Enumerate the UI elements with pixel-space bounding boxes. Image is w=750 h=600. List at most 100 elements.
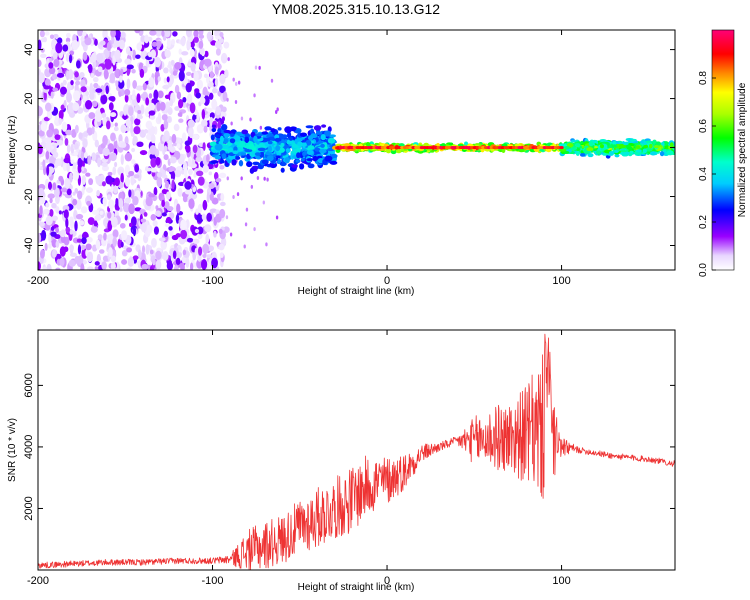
heatmap-cell	[80, 86, 87, 93]
heatmap-cell	[669, 142, 674, 148]
heatmap-cell	[70, 143, 75, 154]
heatmap-cell	[45, 202, 50, 208]
heatmap-cell	[175, 233, 182, 238]
heatmap-cell	[141, 263, 149, 270]
heatmap-cell	[235, 131, 243, 135]
heatmap-cell	[255, 133, 263, 137]
heatmap-cell	[85, 187, 93, 193]
heatmap-cell	[54, 134, 61, 141]
heatmap-cell	[81, 187, 85, 195]
heatmap-cell	[112, 186, 119, 194]
heatmap-cell	[193, 30, 199, 38]
heatmap-cell	[171, 133, 177, 144]
heatmap-cell	[102, 255, 109, 262]
heatmap-cell	[146, 224, 153, 235]
heatmap-cell	[187, 168, 193, 176]
heatmap-cell	[44, 178, 50, 190]
heatmap-cell	[214, 77, 219, 87]
heatmap-cell	[174, 169, 182, 178]
heatmap-cell	[153, 89, 159, 101]
heatmap-cell	[137, 110, 142, 115]
heatmap-cell	[564, 146, 570, 150]
heatmap-cell	[189, 48, 195, 57]
heatmap-cell	[53, 33, 59, 39]
heatmap-cell	[219, 252, 224, 259]
heatmap-cell	[131, 68, 136, 74]
heatmap-cell	[157, 76, 161, 82]
heatmap-cell	[149, 30, 157, 36]
heatmap-cell	[559, 148, 567, 152]
heatmap-cell	[57, 37, 63, 44]
heatmap-cell	[185, 257, 190, 269]
heatmap-cell	[299, 163, 305, 170]
heatmap-cell	[87, 217, 95, 225]
heatmap-cell	[249, 117, 252, 122]
y-tick-label: 20	[23, 92, 35, 104]
x-tick-label: -200	[27, 575, 49, 587]
heatmap-cell	[180, 262, 185, 270]
heatmap-cell	[113, 139, 118, 150]
heatmap-cell	[197, 226, 204, 235]
heatmap-cell	[190, 149, 194, 160]
heatmap-cell	[660, 141, 665, 146]
heatmap-cell	[291, 164, 299, 168]
colorbar-tick-label: 0.6	[698, 119, 709, 133]
heatmap-cell	[149, 114, 156, 120]
heatmap-cell	[666, 150, 674, 156]
heatmap-cell	[155, 30, 163, 37]
heatmap-cell	[38, 129, 45, 137]
heatmap-cell	[140, 93, 147, 99]
heatmap-cell	[84, 37, 92, 46]
heatmap-cell	[234, 100, 238, 105]
heatmap-cell	[140, 223, 147, 233]
heatmap-cell	[114, 161, 118, 168]
heatmap-cell	[94, 261, 100, 266]
colorbar-label: Normalized spectral amplitude	[737, 82, 748, 217]
heatmap-cell	[161, 135, 166, 142]
heatmap-cell	[180, 229, 188, 240]
heatmap-cell	[655, 141, 661, 146]
heatmap-cell	[170, 38, 176, 45]
heatmap-cell	[244, 222, 248, 227]
heatmap-cell	[195, 92, 201, 99]
spectrogram-cells	[38, 30, 675, 270]
heatmap-cell	[64, 177, 71, 189]
heatmap-cell	[74, 188, 79, 194]
heatmap-cell	[663, 141, 669, 146]
heatmap-cell	[209, 208, 218, 213]
x-tick-label: 100	[552, 275, 570, 287]
heatmap-cell	[143, 129, 149, 134]
heatmap-cell	[91, 152, 97, 162]
heatmap-cell	[297, 141, 302, 147]
heatmap-cell	[218, 228, 223, 235]
heatmap-cell	[219, 159, 225, 164]
heatmap-cell	[56, 72, 65, 78]
colorbar-ticks: 0.0 0.2 0.4 0.6 0.8	[698, 71, 716, 277]
heatmap-cell	[101, 181, 106, 187]
heatmap-cell	[80, 263, 85, 270]
heatmap-cell	[134, 118, 141, 126]
heatmap-cell	[161, 30, 165, 37]
heatmap-cell	[265, 242, 268, 247]
heatmap-cell	[162, 84, 170, 90]
heatmap-cell	[136, 141, 144, 148]
heatmap-cell	[58, 175, 64, 182]
heatmap-cell	[126, 64, 134, 70]
heatmap-cell	[148, 102, 156, 112]
heatmap-cell	[327, 137, 336, 144]
heatmap-cell	[240, 152, 246, 156]
heatmap-cell	[150, 168, 158, 173]
heatmap-cell	[114, 49, 121, 60]
heatmap-cell	[263, 137, 271, 142]
heatmap-cell	[211, 99, 218, 110]
heatmap-cell	[164, 30, 171, 38]
heatmap-cell	[200, 97, 206, 105]
heatmap-cell	[183, 166, 188, 178]
heatmap-cell	[221, 124, 228, 131]
heatmap-cell	[50, 231, 57, 237]
heatmap-cell	[221, 144, 230, 150]
heatmap-cell	[108, 246, 113, 258]
heatmap-cell	[66, 188, 72, 196]
heatmap-cell	[284, 126, 292, 134]
heatmap-cell	[165, 191, 171, 200]
